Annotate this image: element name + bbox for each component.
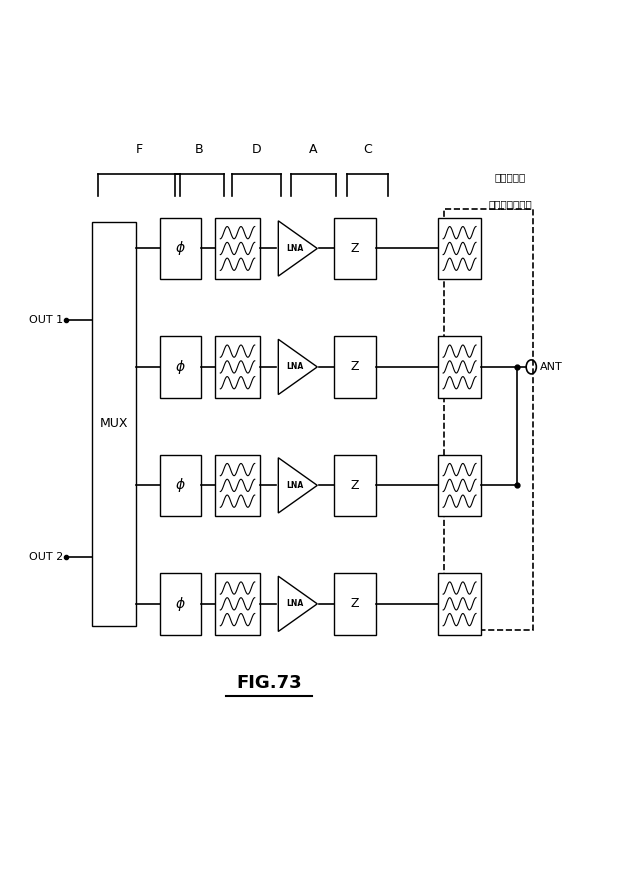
Text: $\phi$: $\phi$ bbox=[175, 239, 186, 258]
Text: フィルタ／: フィルタ／ bbox=[495, 173, 526, 183]
Text: $\phi$: $\phi$ bbox=[175, 595, 186, 613]
Polygon shape bbox=[278, 577, 317, 631]
Text: A: A bbox=[309, 143, 318, 156]
Polygon shape bbox=[278, 339, 317, 395]
Polygon shape bbox=[278, 221, 317, 276]
Text: ANT: ANT bbox=[540, 362, 563, 372]
FancyBboxPatch shape bbox=[160, 218, 201, 279]
Text: LNA: LNA bbox=[286, 600, 303, 608]
FancyBboxPatch shape bbox=[160, 455, 201, 516]
FancyBboxPatch shape bbox=[438, 455, 481, 516]
Text: D: D bbox=[252, 143, 261, 156]
Text: Z: Z bbox=[351, 479, 359, 492]
Text: MUX: MUX bbox=[100, 418, 128, 430]
FancyBboxPatch shape bbox=[334, 336, 376, 397]
FancyBboxPatch shape bbox=[334, 218, 376, 279]
Text: LNA: LNA bbox=[286, 362, 303, 372]
Text: $\phi$: $\phi$ bbox=[175, 358, 186, 376]
Text: Z: Z bbox=[351, 242, 359, 255]
Text: C: C bbox=[364, 143, 372, 156]
FancyBboxPatch shape bbox=[160, 336, 201, 397]
Text: Z: Z bbox=[351, 360, 359, 374]
Text: OUT 2: OUT 2 bbox=[29, 553, 63, 562]
FancyBboxPatch shape bbox=[215, 455, 260, 516]
FancyBboxPatch shape bbox=[438, 336, 481, 397]
FancyBboxPatch shape bbox=[444, 209, 532, 630]
Text: $\phi$: $\phi$ bbox=[175, 476, 186, 494]
FancyBboxPatch shape bbox=[215, 573, 260, 635]
FancyBboxPatch shape bbox=[92, 223, 136, 626]
Text: F: F bbox=[136, 143, 143, 156]
FancyBboxPatch shape bbox=[438, 218, 481, 279]
Text: OUT 1: OUT 1 bbox=[29, 315, 63, 326]
Text: LNA: LNA bbox=[286, 481, 303, 490]
Text: Z: Z bbox=[351, 597, 359, 610]
FancyBboxPatch shape bbox=[215, 336, 260, 397]
FancyBboxPatch shape bbox=[160, 573, 201, 635]
FancyBboxPatch shape bbox=[215, 218, 260, 279]
Text: FIG.73: FIG.73 bbox=[236, 674, 302, 691]
Text: LNA: LNA bbox=[286, 244, 303, 253]
Text: B: B bbox=[195, 143, 204, 156]
FancyBboxPatch shape bbox=[334, 573, 376, 635]
Polygon shape bbox=[278, 457, 317, 513]
Text: マルチプレクサ: マルチプレクサ bbox=[488, 199, 532, 209]
FancyBboxPatch shape bbox=[438, 573, 481, 635]
FancyBboxPatch shape bbox=[334, 455, 376, 516]
